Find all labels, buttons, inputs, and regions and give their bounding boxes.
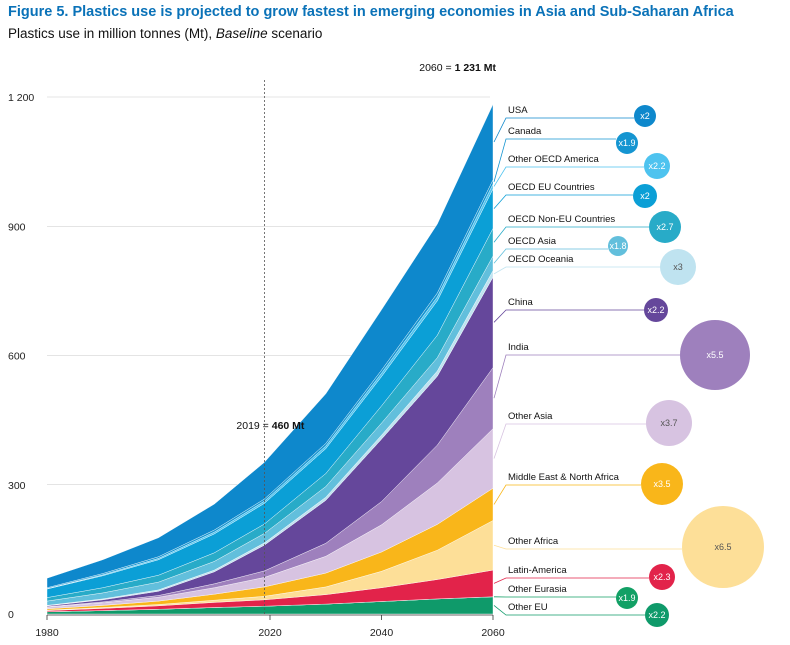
growth-label-oecd-asia: x1.8 [609, 241, 626, 251]
growth-label-canada: x1.9 [618, 138, 635, 148]
growth-bubble-canada [616, 132, 638, 154]
x-tick-label: 2020 [258, 627, 282, 639]
growth-bubble-latin-america [649, 564, 675, 590]
annotations: 2019 = 460 Mt 2060 = 1 231 Mt [236, 62, 497, 614]
y-tick-label: 300 [8, 480, 26, 492]
leader-canada [493, 138, 616, 183]
growth-label-other-asia: x3.7 [660, 418, 677, 428]
legend-label-other-africa: Other Africa [508, 536, 559, 547]
legend-label-oecd-eu-countries: OECD EU Countries [508, 182, 595, 193]
annotation-2060-prefix: 2060 = [419, 62, 454, 74]
annotation-2060: 2060 = 1 231 Mt [419, 62, 496, 74]
annotation-2019-value: 460 Mt [272, 420, 305, 432]
growth-label-other-oecd-america: x2.2 [648, 161, 665, 171]
growth-label-china: x2.2 [647, 305, 664, 315]
y-tick-label: 900 [8, 221, 26, 233]
leader-india [493, 354, 680, 399]
subtitle-italic: Baseline [215, 26, 268, 41]
leader-middle-east-north-africa [493, 484, 641, 505]
x-tick-label: 1980 [35, 627, 59, 639]
subtitle-suffix: scenario [267, 26, 323, 41]
legend-label-usa: USA [508, 105, 528, 116]
stacked-areas [46, 104, 494, 615]
annotation-2060-value: 1 231 Mt [455, 62, 497, 74]
growth-label-oecd-non-eu-countries: x2.7 [656, 222, 673, 232]
growth-bubble-other-oecd-america [644, 153, 670, 179]
growth-bubble-india [680, 320, 750, 390]
x-tick-label: 2060 [481, 627, 505, 639]
leader-other-oecd-america [493, 166, 644, 187]
growth-label-middle-east-north-africa: x3.5 [653, 479, 670, 489]
leader-other-asia [493, 423, 646, 459]
legend-label-other-oecd-america: Other OECD America [508, 154, 600, 165]
leader-other-eu [493, 605, 645, 616]
growth-bubble-usa [634, 105, 656, 127]
leader-oecd-non-eu-countries [493, 226, 649, 243]
growth-bubble-oecd-eu-countries [633, 184, 657, 208]
leader-oecd-oceania [493, 266, 660, 275]
leader-oecd-asia [493, 248, 608, 264]
growth-label-other-eurasia: x1.9 [618, 593, 635, 603]
growth-label-other-eu: x2.2 [648, 610, 665, 620]
leader-oecd-eu-countries [493, 194, 633, 209]
growth-bubble-oecd-asia [608, 236, 628, 256]
growth-bubble-other-eurasia [616, 587, 638, 609]
growth-label-latin-america: x2.3 [653, 572, 670, 582]
figure-title: Figure 5. Plastics use is projected to g… [8, 4, 734, 20]
growth-label-other-africa: x6.5 [714, 542, 731, 552]
legend-label-middle-east-north-africa: Middle East & North Africa [508, 472, 620, 483]
legend-label-other-eurasia: Other Eurasia [508, 584, 567, 595]
legend-label-canada: Canada [508, 126, 542, 137]
axes: 0 300 600 900 1 200 1980 2020 2040 2060 [8, 92, 505, 639]
growth-bubble-oecd-non-eu-countries [649, 211, 681, 243]
legend-label-china: China [508, 297, 534, 308]
y-tick-label: 1 200 [8, 92, 34, 104]
figure-subtitle: Plastics use in million tonnes (Mt), Bas… [8, 26, 322, 41]
annotation-2019-prefix: 2019 = [236, 420, 271, 432]
subtitle-prefix: Plastics use in million tonnes (Mt), [8, 26, 216, 41]
legend-label-india: India [508, 342, 529, 353]
x-tick-label: 2040 [370, 627, 394, 639]
area-usa [46, 104, 494, 588]
series-legend: USA x2 Canada x1.9 Other OECD America x2.2 OEC… [493, 105, 764, 627]
legend-label-oecd-non-eu-countries: OECD Non-EU Countries [508, 214, 615, 225]
growth-label-usa: x2 [640, 111, 650, 121]
growth-label-india: x5.5 [706, 350, 723, 360]
growth-label-oecd-oceania: x3 [673, 262, 683, 272]
growth-bubble-other-eu [645, 603, 669, 627]
annotation-2019: 2019 = 460 Mt [236, 420, 305, 432]
growth-label-oecd-eu-countries: x2 [640, 191, 650, 201]
growth-bubble-other-asia [646, 400, 692, 446]
legend-label-oecd-oceania: OECD Oceania [508, 254, 574, 265]
legend-label-other-eu: Other EU [508, 602, 548, 613]
growth-bubble-oecd-oceania [660, 249, 696, 285]
leader-china [493, 309, 644, 323]
y-tick-label: 0 [8, 609, 14, 621]
legend-label-other-asia: Other Asia [508, 411, 553, 422]
growth-bubble-other-africa [682, 506, 764, 588]
growth-bubble-middle-east-north-africa [641, 463, 683, 505]
leader-other-africa [493, 544, 682, 550]
y-tick-label: 600 [8, 351, 26, 363]
legend-label-oecd-asia: OECD Asia [508, 236, 557, 247]
growth-bubble-china [644, 298, 668, 322]
leader-usa [493, 117, 634, 143]
legend-label-latin-america: Latin-America [508, 565, 567, 576]
leader-latin-america [493, 577, 649, 584]
